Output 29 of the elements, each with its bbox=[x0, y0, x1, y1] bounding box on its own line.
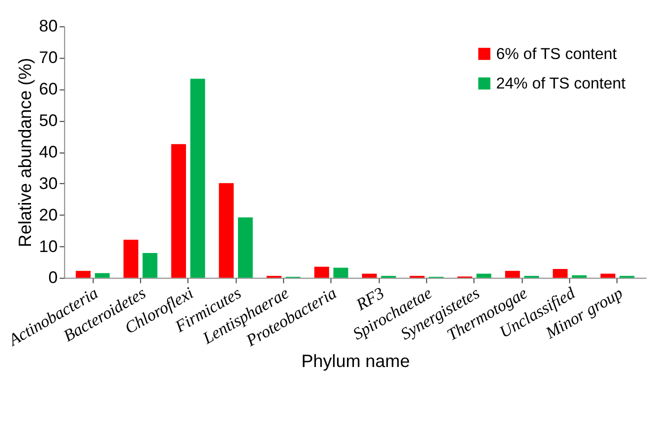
bar bbox=[572, 275, 587, 278]
x-axis-title: Phylum name bbox=[301, 351, 410, 372]
bar bbox=[190, 78, 206, 278]
bar bbox=[505, 270, 520, 278]
y-tick-label: 50 bbox=[39, 111, 58, 130]
bar bbox=[142, 252, 158, 278]
bar bbox=[94, 273, 110, 278]
legend-label: 24% of TS content bbox=[496, 75, 626, 92]
bar bbox=[600, 274, 616, 278]
bar bbox=[171, 144, 186, 278]
y-tick-label: 0 bbox=[48, 268, 58, 288]
y-tick-label: 20 bbox=[39, 205, 58, 224]
y-tick-label: 80 bbox=[39, 16, 58, 36]
bar bbox=[218, 183, 234, 278]
y-tick-label: 40 bbox=[39, 142, 58, 162]
legend-label: 6% of TS content bbox=[496, 46, 618, 63]
bar bbox=[238, 217, 253, 278]
y-tick-label: 10 bbox=[39, 236, 58, 256]
bar bbox=[314, 266, 330, 278]
bar bbox=[552, 268, 568, 278]
y-tick-label: 60 bbox=[39, 80, 58, 99]
bar bbox=[333, 268, 348, 278]
bar bbox=[362, 274, 377, 278]
y-tick-label: 30 bbox=[39, 174, 58, 193]
y-axis-title: Relative abundance (%) bbox=[15, 58, 36, 248]
bar bbox=[124, 240, 138, 278]
y-tick-label: 70 bbox=[39, 48, 58, 68]
bar bbox=[76, 270, 91, 278]
bar bbox=[476, 274, 492, 278]
